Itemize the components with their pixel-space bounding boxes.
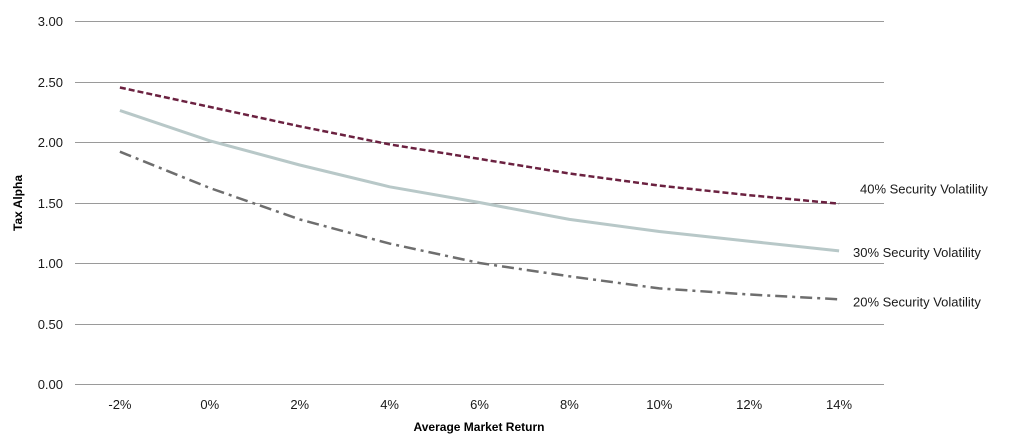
x-tick-label: 8%: [560, 397, 579, 412]
x-axis-title: Average Market Return: [414, 420, 545, 434]
series-labels: 40% Security Volatility 30% Security Vola…: [853, 182, 988, 310]
x-tick-label: 0%: [200, 397, 219, 412]
x-tick-label: -2%: [108, 397, 132, 412]
y-tick-label: 2.50: [38, 75, 63, 90]
y-tick-label: 3.00: [38, 14, 63, 29]
series-line-40pct: [119, 86, 840, 205]
x-tick-label: 2%: [290, 397, 309, 412]
x-axis-ticks: -2% 0% 2% 4% 6% 8% 10% 12% 14%: [108, 397, 852, 412]
y-axis-ticks: 0.00 0.50 1.00 1.50 2.00 2.50 3.00: [38, 14, 63, 392]
x-tick-label: 14%: [826, 397, 852, 412]
y-tick-label: 1.00: [38, 256, 63, 271]
series-line-30pct: [119, 109, 840, 253]
y-axis-title: Tax Alpha: [11, 175, 25, 231]
series-label: 40% Security Volatility: [860, 182, 988, 197]
x-tick-label: 10%: [646, 397, 672, 412]
x-tick-label: 4%: [380, 397, 399, 412]
series-lines: [119, 86, 840, 301]
y-tick-label: 0.00: [38, 377, 63, 392]
y-tick-label: 2.00: [38, 135, 63, 150]
series-line-20pct: [119, 150, 840, 301]
y-tick-label: 0.50: [38, 317, 63, 332]
x-tick-label: 6%: [470, 397, 489, 412]
series-label: 30% Security Volatility: [853, 245, 981, 260]
x-tick-label: 12%: [736, 397, 762, 412]
y-tick-label: 1.50: [38, 196, 63, 211]
series-label: 20% Security Volatility: [853, 294, 981, 309]
